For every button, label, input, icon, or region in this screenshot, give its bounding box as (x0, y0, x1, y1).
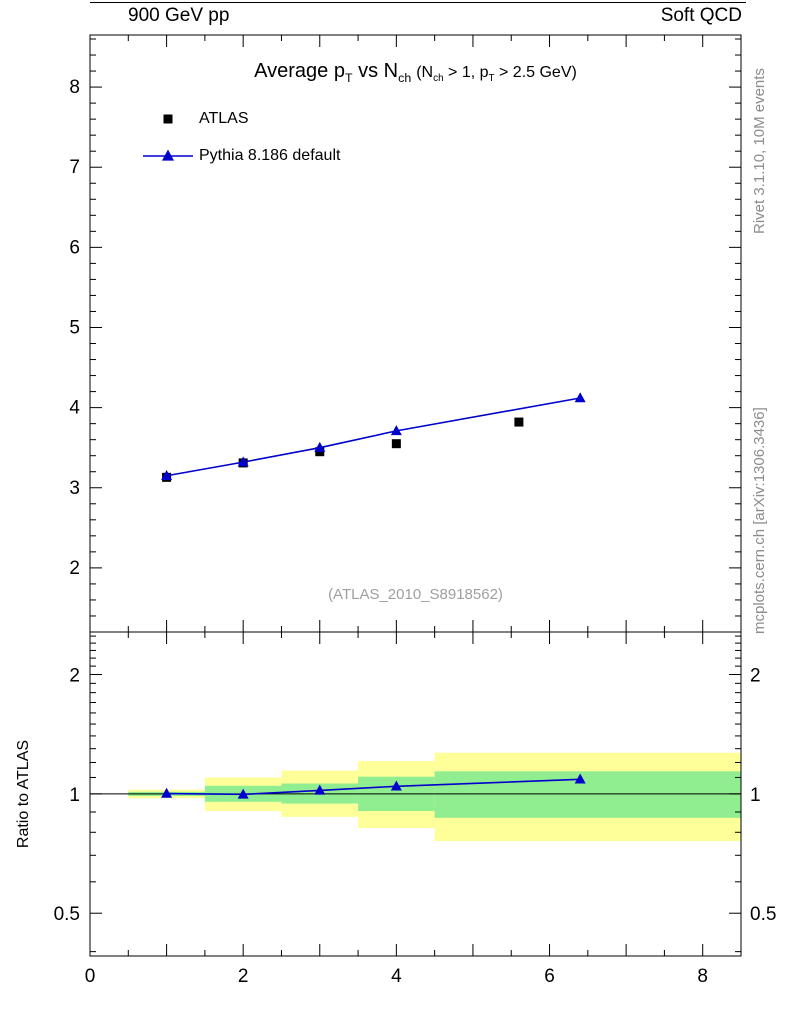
data-point-triangle (161, 469, 173, 480)
legend-label-pythia: Pythia 8.186 default (199, 146, 341, 164)
data-point-square (391, 439, 401, 449)
data-point-triangle (390, 780, 402, 791)
series-line (166, 397, 581, 477)
atlas-square-marker-icon (163, 114, 173, 123)
y-tick-label: 6 (69, 237, 80, 258)
plot-title: Average pT vs Nch (Nch > 1, pT > 2.5 GeV) (90, 60, 741, 108)
data-point-triangle (237, 456, 249, 467)
x-tick-label: 2 (238, 966, 249, 987)
mcplots-reference-label: mcplots.cern.ch [arXiv:1306.3436] (751, 407, 768, 634)
analysis-id-watermark: (ATLAS_2010_S8918562) (328, 586, 503, 603)
x-tick-label: 6 (544, 966, 555, 987)
rivet-version-label: Rivet 3.1.10, 10M events (751, 68, 768, 234)
title-sub: T (344, 71, 353, 85)
title-sub: T (488, 73, 495, 85)
x-tick-label: 4 (391, 966, 402, 987)
data-point-square (514, 417, 524, 427)
header-process-group: Soft QCD (660, 5, 742, 26)
data-point-triangle (237, 788, 249, 799)
ratio-tick-label-right: 0.5 (750, 904, 776, 925)
title-part: (N (416, 64, 434, 81)
pythia-triangle-line-marker-icon (143, 149, 193, 161)
title-part: Average p (254, 60, 345, 82)
top-border-line (90, 2, 746, 3)
ratio-tick-label-right: 2 (750, 666, 761, 687)
y-tick-label: 7 (69, 157, 80, 178)
uncertainty-band-green (434, 771, 741, 818)
y-tick-label: 5 (69, 317, 80, 338)
x-tick-label: 8 (697, 966, 708, 987)
data-point-triangle (574, 392, 586, 403)
y-tick-label: 4 (69, 398, 80, 419)
legend-entry-pythia: Pythia 8.186 default (142, 137, 340, 174)
title-sub: ch (398, 71, 412, 85)
legend: ATLAS Pythia 8.186 default (142, 100, 340, 174)
title-part: > 1, p (443, 64, 489, 81)
title-sub: ch (433, 73, 444, 85)
ratio-tick-label-left: 1 (69, 785, 80, 806)
title-part: vs N (352, 60, 399, 82)
y-tick-label: 2 (69, 558, 80, 579)
data-point-triangle (161, 787, 173, 798)
data-point-triangle (314, 441, 326, 452)
ratio-tick-label-right: 1 (750, 785, 761, 806)
ratio-axis-title: Ratio to ATLAS (15, 740, 32, 848)
title-cuts: (Nch > 1, pT > 2.5 GeV) (416, 64, 577, 85)
legend-entry-atlas: ATLAS (142, 100, 340, 137)
main-panel-frame (89, 34, 742, 633)
data-point-triangle (390, 425, 402, 436)
ratio-tick-label-left: 2 (69, 666, 80, 687)
header-beam-energy: 900 GeV pp (128, 5, 230, 26)
data-point-triangle (574, 773, 586, 784)
x-tick-label: 0 (85, 966, 96, 987)
data-point-triangle (314, 784, 326, 795)
y-tick-label: 8 (69, 77, 80, 98)
legend-label-atlas: ATLAS (199, 109, 249, 127)
title-part: > 2.5 GeV) (494, 64, 577, 81)
y-tick-label: 3 (69, 478, 80, 499)
ratio-panel-frame (89, 631, 742, 957)
ratio-tick-label-left: 0.5 (54, 904, 80, 925)
